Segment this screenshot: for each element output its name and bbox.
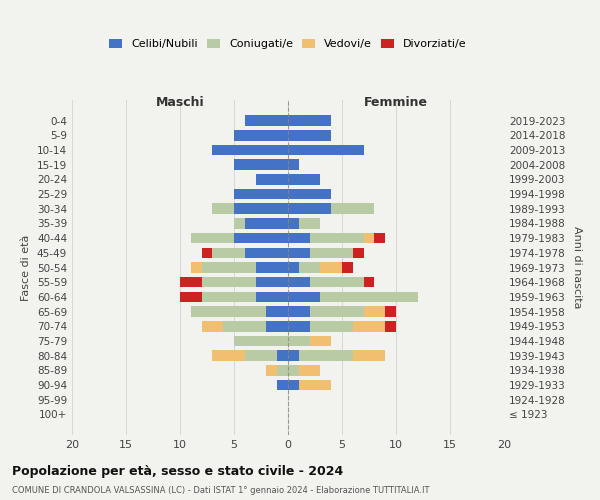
Bar [202, 321, 223, 332]
Bar [277, 350, 288, 361]
Bar [288, 188, 331, 200]
Bar [342, 262, 353, 273]
Bar [288, 115, 331, 126]
Bar [288, 174, 320, 184]
Bar [245, 218, 288, 228]
Bar [234, 160, 288, 170]
Bar [385, 306, 396, 317]
Bar [299, 365, 320, 376]
Text: Femmine: Femmine [364, 96, 428, 109]
Bar [288, 380, 299, 390]
Bar [234, 218, 245, 228]
Bar [310, 233, 364, 243]
Bar [234, 233, 288, 243]
Bar [256, 262, 288, 273]
Bar [353, 248, 364, 258]
Bar [202, 277, 256, 287]
Bar [310, 336, 331, 346]
Bar [202, 248, 212, 258]
Bar [191, 306, 266, 317]
Bar [288, 365, 299, 376]
Bar [299, 380, 331, 390]
Bar [223, 321, 266, 332]
Bar [364, 306, 385, 317]
Text: COMUNE DI CRANDOLA VALSASSINA (LC) - Dati ISTAT 1° gennaio 2024 - Elaborazione T: COMUNE DI CRANDOLA VALSASSINA (LC) - Dat… [12, 486, 430, 495]
Bar [212, 248, 245, 258]
Bar [288, 350, 299, 361]
Bar [180, 277, 202, 287]
Bar [288, 160, 299, 170]
Bar [288, 233, 310, 243]
Bar [374, 233, 385, 243]
Bar [266, 306, 288, 317]
Bar [288, 262, 299, 273]
Bar [212, 350, 245, 361]
Bar [288, 336, 310, 346]
Bar [299, 262, 320, 273]
Bar [320, 292, 418, 302]
Bar [234, 130, 288, 140]
Bar [299, 218, 320, 228]
Bar [191, 233, 234, 243]
Bar [256, 292, 288, 302]
Bar [266, 365, 277, 376]
Bar [245, 248, 288, 258]
Bar [256, 174, 288, 184]
Bar [245, 115, 288, 126]
Bar [353, 321, 385, 332]
Bar [364, 233, 374, 243]
Bar [299, 350, 353, 361]
Bar [212, 144, 288, 155]
Bar [310, 248, 353, 258]
Bar [180, 292, 202, 302]
Bar [310, 277, 364, 287]
Bar [202, 292, 256, 302]
Bar [288, 204, 331, 214]
Bar [288, 277, 310, 287]
Bar [385, 321, 396, 332]
Bar [288, 248, 310, 258]
Y-axis label: Anni di nascita: Anni di nascita [572, 226, 582, 308]
Bar [245, 350, 277, 361]
Bar [202, 262, 256, 273]
Bar [256, 277, 288, 287]
Bar [288, 321, 310, 332]
Bar [277, 380, 288, 390]
Y-axis label: Fasce di età: Fasce di età [22, 234, 31, 300]
Bar [288, 130, 331, 140]
Bar [288, 292, 320, 302]
Bar [212, 204, 234, 214]
Legend: Celibi/Nubili, Coniugati/e, Vedovi/e, Divorziati/e: Celibi/Nubili, Coniugati/e, Vedovi/e, Di… [109, 38, 467, 49]
Bar [310, 321, 353, 332]
Bar [266, 321, 288, 332]
Bar [277, 365, 288, 376]
Bar [364, 277, 374, 287]
Bar [320, 262, 342, 273]
Bar [191, 262, 202, 273]
Text: Popolazione per età, sesso e stato civile - 2024: Popolazione per età, sesso e stato civil… [12, 464, 343, 477]
Bar [234, 204, 288, 214]
Text: Maschi: Maschi [155, 96, 205, 109]
Bar [234, 188, 288, 200]
Bar [234, 336, 288, 346]
Bar [288, 144, 364, 155]
Bar [331, 204, 374, 214]
Bar [288, 306, 310, 317]
Bar [288, 218, 299, 228]
Bar [353, 350, 385, 361]
Bar [310, 306, 364, 317]
